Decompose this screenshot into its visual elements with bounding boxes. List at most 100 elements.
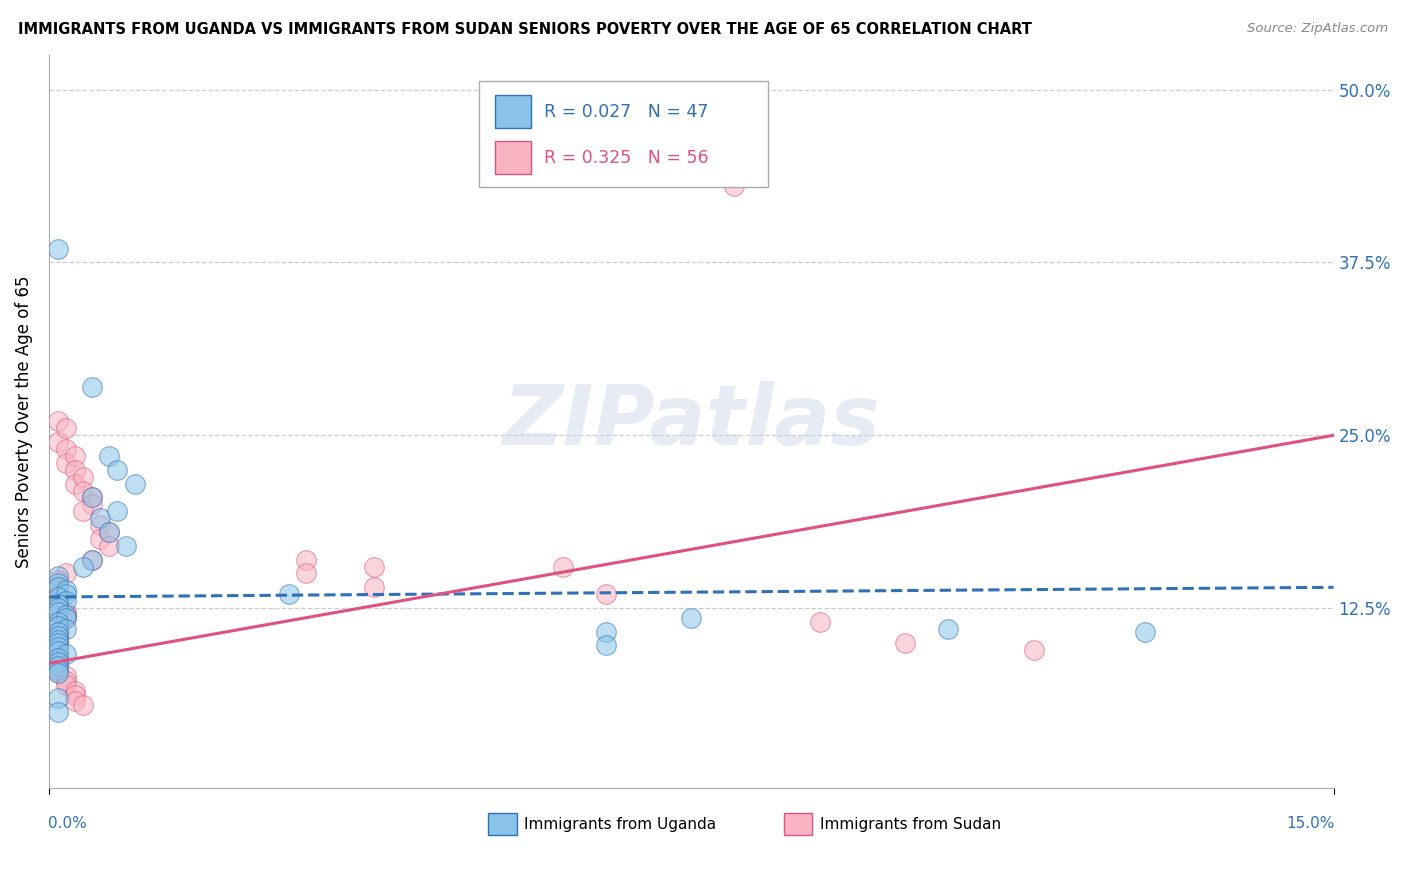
Point: [46, 690, 69, 705]
Point: [46, 632, 69, 647]
Point: [46, 242, 69, 256]
Point: [46, 665, 69, 679]
Point: [55, 611, 77, 625]
Point: [46, 569, 69, 583]
Point: [46, 660, 69, 674]
Text: Source: ZipAtlas.com: Source: ZipAtlas.com: [1247, 22, 1388, 36]
Point: [46, 574, 69, 588]
Point: [97, 524, 120, 539]
Point: [46, 601, 69, 615]
Point: [55, 594, 77, 608]
Point: [363, 559, 385, 574]
Point: [63, 688, 86, 702]
Point: [46, 619, 69, 633]
Point: [1022, 642, 1045, 657]
Point: [46, 605, 69, 619]
Point: [46, 624, 69, 639]
Point: [295, 566, 318, 581]
Point: [63, 463, 86, 477]
Point: [55, 566, 77, 581]
Point: [894, 635, 917, 649]
Point: [46, 640, 69, 654]
FancyBboxPatch shape: [488, 814, 516, 836]
Text: R = 0.027   N = 47: R = 0.027 N = 47: [544, 103, 707, 120]
Point: [46, 587, 69, 601]
Point: [115, 539, 138, 553]
Point: [72, 698, 94, 712]
Point: [595, 624, 617, 639]
Point: [55, 622, 77, 636]
Point: [89, 532, 111, 546]
FancyBboxPatch shape: [495, 95, 530, 128]
Point: [89, 518, 111, 533]
Point: [80, 552, 103, 566]
Point: [46, 659, 69, 673]
Point: [46, 650, 69, 665]
Y-axis label: Seniors Poverty Over the Age of 65: Seniors Poverty Over the Age of 65: [15, 276, 32, 567]
Point: [46, 435, 69, 450]
Point: [46, 652, 69, 666]
Text: 0.0%: 0.0%: [48, 815, 86, 830]
Text: IMMIGRANTS FROM UGANDA VS IMMIGRANTS FROM SUDAN SENIORS POVERTY OVER THE AGE OF : IMMIGRANTS FROM UGANDA VS IMMIGRANTS FRO…: [18, 22, 1032, 37]
Text: Immigrants from Sudan: Immigrants from Sudan: [820, 817, 1001, 832]
Point: [46, 635, 69, 649]
Point: [46, 619, 69, 633]
Point: [723, 179, 745, 194]
Point: [46, 594, 69, 608]
Point: [46, 655, 69, 669]
Point: [55, 442, 77, 456]
Text: R = 0.325   N = 56: R = 0.325 N = 56: [544, 149, 709, 167]
Point: [72, 469, 94, 483]
Point: [46, 632, 69, 647]
Point: [107, 504, 129, 518]
Point: [46, 615, 69, 629]
Point: [97, 524, 120, 539]
Point: [595, 639, 617, 653]
Point: [1133, 624, 1156, 639]
Point: [107, 463, 129, 477]
Point: [55, 669, 77, 683]
Point: [46, 629, 69, 643]
Point: [46, 597, 69, 611]
Point: [46, 644, 69, 658]
Point: [363, 580, 385, 594]
FancyBboxPatch shape: [495, 141, 530, 174]
Point: [936, 622, 959, 636]
Point: [55, 607, 77, 622]
Point: [80, 491, 103, 505]
Point: [55, 583, 77, 598]
Point: [551, 559, 574, 574]
Point: [46, 663, 69, 677]
Text: Immigrants from Uganda: Immigrants from Uganda: [524, 817, 717, 832]
Point: [808, 615, 831, 629]
Point: [72, 483, 94, 498]
Point: [277, 587, 299, 601]
Point: [46, 666, 69, 681]
Point: [46, 705, 69, 719]
Point: [55, 605, 77, 619]
Point: [72, 559, 94, 574]
Point: [46, 576, 69, 591]
Text: 15.0%: 15.0%: [1286, 815, 1334, 830]
Point: [46, 629, 69, 643]
Point: [46, 615, 69, 629]
Point: [80, 491, 103, 505]
Point: [72, 504, 94, 518]
Point: [46, 601, 69, 615]
Point: [63, 684, 86, 698]
Point: [80, 497, 103, 511]
Point: [55, 678, 77, 692]
Text: ZIPatlas: ZIPatlas: [502, 381, 880, 462]
Point: [681, 611, 703, 625]
Point: [55, 647, 77, 661]
Point: [46, 647, 69, 661]
Point: [97, 539, 120, 553]
Point: [46, 657, 69, 671]
Point: [63, 476, 86, 491]
Point: [63, 449, 86, 463]
Point: [63, 694, 86, 708]
Point: [46, 642, 69, 657]
Point: [295, 552, 318, 566]
Point: [55, 674, 77, 689]
Point: [55, 587, 77, 601]
